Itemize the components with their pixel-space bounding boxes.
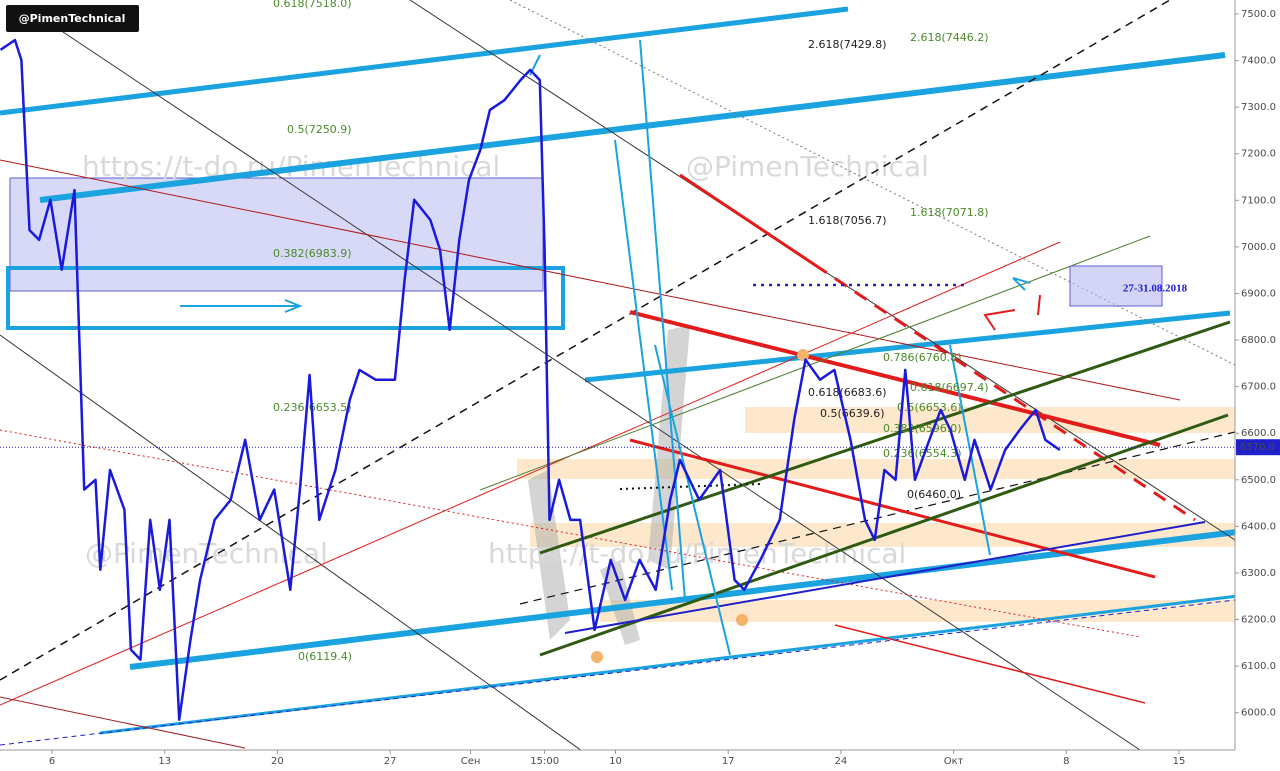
period-label: 27-31.08.2018 bbox=[1123, 283, 1188, 295]
y-tick-label: 6700.0 bbox=[1241, 382, 1276, 393]
x-tick-label: Окт bbox=[944, 756, 964, 767]
y-tick-label: 6200.0 bbox=[1241, 615, 1276, 626]
y-tick-label: 7400.0 bbox=[1241, 56, 1276, 67]
arrow bbox=[180, 277, 1031, 313]
badge-bg bbox=[6, 5, 139, 32]
y-tick-label: 6000.0 bbox=[1241, 708, 1276, 719]
fib-label: 0.786(6760.8) bbox=[883, 351, 962, 364]
x-tick-label: 27 bbox=[384, 756, 397, 767]
trendline bbox=[0, 159, 1181, 401]
arrow bbox=[529, 39, 991, 656]
x-tick-label: 17 bbox=[722, 756, 735, 767]
last-price-tag-bg bbox=[1236, 439, 1280, 456]
arrow bbox=[983, 294, 1041, 331]
fib-label: 1.618(7071.8) bbox=[910, 206, 989, 219]
y-tick-label: 6800.0 bbox=[1241, 335, 1276, 346]
trendline bbox=[539, 320, 1231, 555]
fib-label: 0.382(6596.0) bbox=[883, 422, 962, 435]
trendline bbox=[539, 413, 1229, 657]
x-tick-label: 24 bbox=[835, 756, 848, 767]
x-tick-label: 8 bbox=[1063, 756, 1069, 767]
period-box bbox=[1069, 265, 1163, 307]
trendline bbox=[629, 310, 1161, 447]
x-axis-panel bbox=[0, 750, 1235, 771]
y-tick-label: 7200.0 bbox=[1241, 149, 1276, 160]
trendline bbox=[0, 6, 849, 116]
drawings bbox=[0, 0, 1246, 771]
y-tick-label: 6500.0 bbox=[1241, 475, 1276, 486]
trendline bbox=[0, 696, 246, 749]
y-tick-label: 6400.0 bbox=[1241, 521, 1276, 532]
x-tick-label: 20 bbox=[271, 756, 284, 767]
trendline bbox=[99, 594, 1239, 735]
trendline bbox=[564, 521, 1206, 634]
price-line bbox=[0, 38, 1061, 721]
trendline bbox=[679, 173, 816, 267]
y-tick-label: 7300.0 bbox=[1241, 102, 1276, 113]
y-tick-label: 7100.0 bbox=[1241, 195, 1276, 206]
trendline bbox=[0, 599, 1236, 746]
y-tick-label: 7500.0 bbox=[1241, 9, 1276, 20]
last-price-tag: 6570.0 bbox=[1240, 442, 1275, 453]
trendline bbox=[59, 29, 1141, 751]
x-tick-label: Сен bbox=[461, 756, 481, 767]
fib-label: 0.618(6683.6) bbox=[808, 386, 887, 399]
y-tick-label: 7000.0 bbox=[1241, 242, 1276, 253]
trendline bbox=[814, 263, 1196, 522]
trendline bbox=[834, 624, 1146, 704]
zone bbox=[745, 407, 1235, 433]
fib-label: 2.618(7429.8) bbox=[808, 38, 887, 51]
trendline bbox=[39, 52, 1226, 203]
trendline bbox=[129, 528, 1246, 670]
y-tick-label: 6300.0 bbox=[1241, 568, 1276, 579]
y-axis-panel bbox=[1235, 0, 1280, 771]
fib-label: 2.618(7446.2) bbox=[910, 31, 989, 44]
marker bbox=[591, 651, 603, 663]
fib-label: 0.382(6983.9) bbox=[273, 247, 352, 260]
x-tick-label: 15:00 bbox=[530, 756, 559, 767]
fib-label: 0(6460.0) bbox=[907, 488, 961, 501]
badge: @PimenTechnical bbox=[19, 12, 126, 25]
shade bbox=[528, 470, 570, 640]
marker bbox=[797, 349, 809, 361]
fib-label: 0.618(7518.0) bbox=[273, 0, 352, 10]
fib-label: 0(6119.4) bbox=[298, 650, 352, 663]
trendline bbox=[0, 0, 1171, 681]
x-tick-label: 6 bbox=[49, 756, 55, 767]
trendline bbox=[629, 438, 1156, 579]
fib-label: 0.236(6554.3) bbox=[883, 447, 962, 460]
fib-label: 0.5(7250.9) bbox=[287, 123, 352, 136]
y-tick-label: 6600.0 bbox=[1241, 428, 1276, 439]
range-frame bbox=[6, 266, 565, 330]
y-tick-label: 6900.0 bbox=[1241, 288, 1276, 299]
marker bbox=[736, 614, 748, 626]
trendline bbox=[0, 429, 1141, 638]
y-tick-label: 6100.0 bbox=[1241, 661, 1276, 672]
trendline bbox=[0, 241, 1061, 706]
watermark: @PimenTechnical bbox=[686, 150, 929, 183]
fib-label: 1.618(7056.7) bbox=[808, 214, 887, 227]
fib-label: 0.5(6653.6) bbox=[897, 401, 962, 414]
x-tick-label: 15 bbox=[1173, 756, 1186, 767]
fib-label: 0.5(6639.6) bbox=[820, 407, 885, 420]
x-tick-label: 13 bbox=[158, 756, 171, 767]
trendline bbox=[0, 334, 611, 771]
fib-label: 0.618(6697.4) bbox=[910, 381, 989, 394]
range-box bbox=[9, 177, 544, 292]
watermark: https://t-do.ru/PimenTechnical bbox=[488, 537, 906, 570]
x-tick-label: 10 bbox=[609, 756, 622, 767]
trendline bbox=[584, 310, 1231, 383]
